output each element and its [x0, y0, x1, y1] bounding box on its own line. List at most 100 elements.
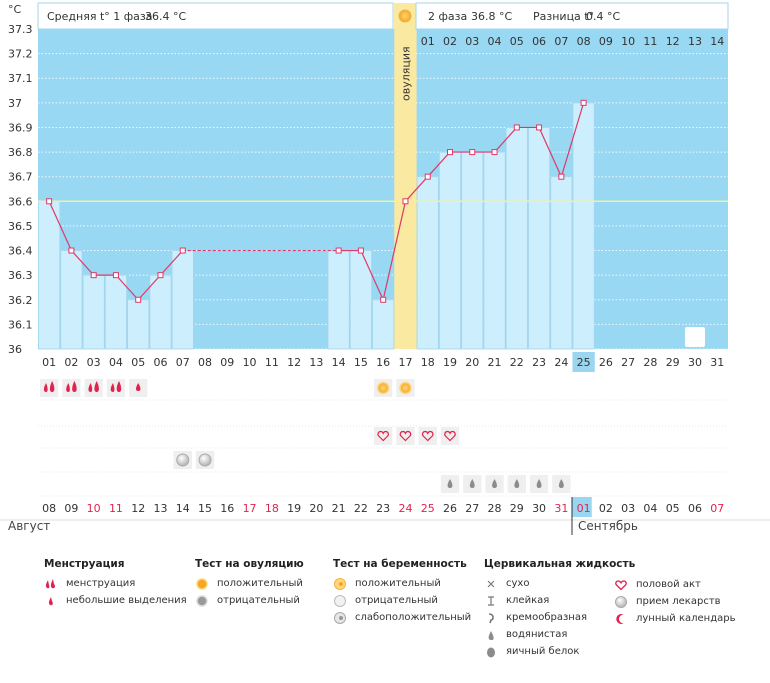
- sun-icon: [398, 9, 412, 23]
- cycle-day-label: 18: [421, 356, 435, 369]
- temperature-point: [357, 247, 364, 254]
- watery-icon: [492, 479, 497, 488]
- phase1-box: [37, 2, 394, 30]
- phase2-value: 36.8 °C: [471, 10, 512, 23]
- legend-item: сухо: [484, 575, 635, 592]
- legend-label: отрицательный: [355, 595, 438, 606]
- legend-label: небольшие выделения: [66, 595, 187, 606]
- sun-icon: [399, 381, 412, 395]
- cycle-day-label: 27: [621, 356, 635, 369]
- marker-cell: [396, 427, 415, 445]
- watery-icon: [447, 479, 453, 488]
- cycle-day-label: 29: [666, 356, 680, 369]
- temperature-point: [491, 149, 498, 156]
- legend-label: отрицательный: [217, 595, 300, 606]
- date-label: 25: [421, 502, 435, 515]
- temperature-bar: [349, 250, 372, 350]
- cycle-day-label: 03: [87, 356, 101, 369]
- temperature-bar: [104, 274, 127, 350]
- cycle-day-label: 17: [398, 356, 412, 369]
- marker-cell: [84, 379, 103, 397]
- marker-cell: [440, 427, 460, 445]
- cycle-day-label: 09: [220, 356, 234, 369]
- phase2-day-label: 13: [688, 35, 702, 48]
- cycle-day-label: 02: [64, 356, 78, 369]
- cycle-day-labels: 01 02 03 04 05 06 07 08 09 10 11 12 13 14 15 16 17 18 19 20…: [42, 352, 724, 372]
- marker-cell: [418, 427, 437, 445]
- legend-label: положительный: [355, 578, 441, 589]
- egg-white-icon: [487, 647, 495, 657]
- drop-icon: [49, 381, 55, 392]
- temperature-bar: [572, 102, 595, 350]
- bars-group: [38, 102, 595, 350]
- legend-label: половой акт: [636, 579, 701, 590]
- cycle-day-label: 07: [176, 356, 190, 369]
- temperature-bar: [372, 299, 395, 350]
- current-day-highlight: [572, 352, 595, 372]
- bbt-chart: овуляция 37.337.237.13736.936.836.736.63…: [0, 2, 770, 535]
- legend-title: Тест на беременность: [333, 558, 467, 570]
- heart-icon: [421, 430, 434, 442]
- drop-icon: [116, 381, 122, 392]
- phase2-day-label: 05: [510, 35, 524, 48]
- legend-item: менструация: [44, 575, 187, 592]
- heart-icon: [615, 579, 627, 590]
- temperature-point: [469, 149, 476, 156]
- legend-item: половой акт: [614, 576, 736, 593]
- cycle-day-label: 23: [532, 356, 546, 369]
- temperature-segment: [48, 201, 72, 251]
- temperature-point: [558, 173, 565, 180]
- temperature-point: [580, 99, 587, 106]
- cycle-day-label: 22: [510, 356, 524, 369]
- cycle-day-label: 28: [643, 356, 657, 369]
- cycle-day-label: 15: [354, 356, 368, 369]
- cycle-day-label: 20: [465, 356, 479, 369]
- temperature-point: [424, 173, 431, 180]
- date-label: 20: [309, 502, 323, 515]
- phase2-day-label: 03: [465, 35, 479, 48]
- y-axis-unit: °C: [8, 3, 22, 16]
- sticky-icon: [488, 595, 494, 606]
- phase2-day-label: 12: [666, 35, 680, 48]
- drops-icon: [45, 578, 56, 588]
- date-label: 31: [554, 502, 568, 515]
- date-label: 22: [354, 502, 368, 515]
- temperature-point: [46, 198, 53, 205]
- date-label: 07: [710, 502, 724, 515]
- date-label: 08: [42, 502, 56, 515]
- month-september: Сентябрь: [578, 519, 638, 533]
- temperature-point: [68, 247, 75, 254]
- legend-item: отрицательный: [333, 592, 471, 609]
- y-tick-label: 36.5: [8, 220, 33, 233]
- temperature-point: [112, 272, 119, 279]
- y-tick-label: 36.4: [8, 245, 33, 258]
- drop-icon: [94, 381, 99, 392]
- legend-label: сухо: [506, 578, 530, 589]
- temperature-segment: [115, 274, 139, 301]
- heart-icon: [444, 430, 456, 442]
- cycle-day-label: 13: [309, 356, 323, 369]
- marker-rows: [38, 379, 729, 497]
- watery-icon: [536, 479, 542, 488]
- temperature-bar: [327, 250, 350, 350]
- date-label: 17: [243, 502, 257, 515]
- temperature-point: [513, 124, 520, 131]
- legend-label: слабоположительный: [355, 612, 472, 623]
- date-label: 06: [688, 502, 702, 515]
- drop-icon: [88, 383, 93, 392]
- y-axis-ticks: 37.3 37.2 37.1 37 36.9 36.8 36.7 36.6 36.5 36.4 36…: [8, 23, 33, 356]
- date-label: 24: [398, 502, 412, 515]
- drop-icon: [43, 383, 48, 392]
- cycle-day-label: 16: [376, 356, 390, 369]
- dry-icon: [487, 580, 495, 587]
- temperature-bar: [171, 250, 194, 350]
- marker-cell: [62, 379, 81, 397]
- cycle-day-label: 05: [131, 356, 145, 369]
- cycle-day-label: 19: [443, 356, 457, 369]
- temperature-bar: [149, 274, 172, 350]
- y-tick-label: 36.8: [8, 146, 33, 159]
- legend-item: отрицательный: [195, 592, 304, 609]
- y-tick-label: 36.2: [8, 294, 33, 307]
- cycle-day-label: 24: [554, 356, 568, 369]
- legend-item: положительный: [333, 575, 471, 592]
